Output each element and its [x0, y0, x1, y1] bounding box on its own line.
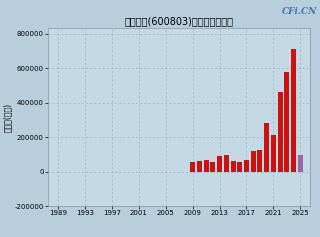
Bar [257, 150, 262, 172]
Bar [210, 162, 215, 172]
Bar [224, 155, 229, 172]
Bar [217, 156, 222, 172]
Bar [244, 160, 249, 172]
Bar [251, 151, 256, 172]
Bar [204, 160, 209, 172]
Bar [230, 161, 236, 172]
Text: CFi.CN: CFi.CN [281, 7, 317, 16]
Bar [264, 123, 269, 172]
Y-axis label: 净利润(万元): 净利润(万元) [3, 103, 12, 132]
Bar [197, 161, 202, 172]
Bar [237, 162, 242, 172]
Title: 新奥股份(600803)净利润（万元）: 新奥股份(600803)净利润（万元） [125, 16, 234, 26]
Bar [190, 162, 195, 172]
Bar [291, 49, 296, 172]
Bar [298, 155, 303, 172]
Bar [277, 92, 283, 172]
Bar [271, 135, 276, 172]
Bar [284, 72, 289, 172]
